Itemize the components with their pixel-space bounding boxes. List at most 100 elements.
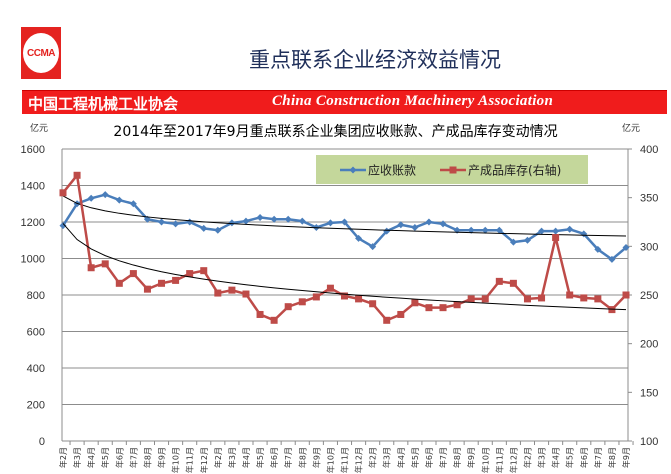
data-point xyxy=(115,196,123,204)
data-point xyxy=(580,294,588,302)
x-tick-label: 年11月 xyxy=(340,447,350,473)
x-tick-label: 年7月 xyxy=(438,447,448,468)
data-point xyxy=(411,299,419,307)
x-tick-label: 年5月 xyxy=(410,447,420,468)
x-tick-label: 年4月 xyxy=(86,447,96,468)
x-tick-label: 年4月 xyxy=(396,447,406,468)
x-tick-label: 年3月 xyxy=(537,447,547,468)
data-point xyxy=(481,295,489,303)
y-tick-label: 600 xyxy=(27,327,45,339)
x-tick-label: 年10月 xyxy=(325,447,335,473)
data-point xyxy=(312,293,320,301)
data-point xyxy=(566,225,574,233)
trendline-2 xyxy=(62,223,627,311)
y2-tick-label: 300 xyxy=(640,241,658,253)
data-point xyxy=(214,289,222,297)
y-tick-label: 1600 xyxy=(21,144,45,156)
x-tick-label: 年4月 xyxy=(241,447,251,468)
data-point xyxy=(298,217,306,225)
x-tick-label: 年2月 xyxy=(58,447,68,468)
x-tick-label: 年3月 xyxy=(72,447,82,468)
x-tick-label: 年8月 xyxy=(452,447,462,468)
data-point xyxy=(538,294,546,302)
data-point xyxy=(172,276,180,284)
data-point xyxy=(341,218,348,226)
x-tick-label: 年10月 xyxy=(171,447,181,473)
data-point xyxy=(242,217,250,225)
x-tick-label: 年9月 xyxy=(311,447,321,468)
y2-tick-label: 400 xyxy=(640,144,658,156)
data-point xyxy=(284,303,292,311)
data-point xyxy=(425,304,433,312)
banner-cn: 中国工程机械工业协会 xyxy=(28,95,179,113)
data-point xyxy=(509,279,517,287)
data-point xyxy=(622,291,630,299)
x-tick-label: 年3月 xyxy=(227,447,237,468)
data-point xyxy=(467,295,475,303)
y-tick-label: 1000 xyxy=(21,254,45,266)
y2-tick-label: 350 xyxy=(640,193,658,205)
data-point xyxy=(341,292,348,300)
data-point xyxy=(326,219,334,227)
x-tick-label: 年6月 xyxy=(269,447,279,468)
x-tick-label: 年9月 xyxy=(157,447,167,468)
x-tick-label: 年6月 xyxy=(579,447,589,468)
data-point xyxy=(186,270,194,278)
banner: 中国工程机械工业协会 China Construction Machinery … xyxy=(22,90,667,114)
data-point xyxy=(566,291,574,299)
y2-tick-label: 200 xyxy=(640,339,658,351)
data-point xyxy=(129,270,137,278)
data-point xyxy=(481,226,489,234)
data-point xyxy=(270,215,278,223)
data-point xyxy=(608,306,616,314)
data-point xyxy=(158,218,166,226)
logo-text: CCMA xyxy=(27,47,56,59)
x-tick-label: 年5月 xyxy=(565,447,575,468)
data-point xyxy=(87,264,95,272)
page-title: 重点联系企业经济效益情况 xyxy=(249,48,501,72)
y-tick-label: 400 xyxy=(27,363,45,375)
data-point xyxy=(397,221,405,229)
legend-marker xyxy=(349,166,357,174)
x-tick-label: 年11月 xyxy=(185,447,195,473)
data-point xyxy=(73,171,81,179)
x-tick-label: 年12月 xyxy=(508,447,518,473)
data-point xyxy=(256,310,264,318)
y2-axis-unit: 亿元 xyxy=(622,124,641,134)
x-tick-label: 年4月 xyxy=(551,447,561,468)
x-tick-label: 年8月 xyxy=(297,447,307,468)
y-tick-label: 1400 xyxy=(21,181,45,193)
data-point xyxy=(369,243,377,251)
data-point xyxy=(298,298,306,306)
data-point xyxy=(200,224,208,232)
x-tick-label: 年2月 xyxy=(522,447,532,468)
x-tick-label: 年2月 xyxy=(213,447,223,468)
data-point xyxy=(59,189,67,197)
data-point xyxy=(552,227,560,235)
data-point xyxy=(523,236,531,244)
data-point xyxy=(369,300,377,308)
y2-tick-label: 100 xyxy=(640,436,658,448)
data-point xyxy=(622,244,630,252)
y-axis-unit: 亿元 xyxy=(30,124,49,134)
x-tick-label: 年9月 xyxy=(466,447,476,468)
data-point xyxy=(594,295,602,303)
data-point xyxy=(284,215,292,223)
data-point xyxy=(172,220,180,228)
data-point xyxy=(552,234,560,242)
data-point xyxy=(495,226,503,234)
data-point xyxy=(439,220,447,228)
data-point xyxy=(453,301,461,309)
y-tick-label: 1200 xyxy=(21,217,45,229)
data-point xyxy=(411,223,419,231)
y-tick-label: 800 xyxy=(27,290,45,302)
data-point xyxy=(355,234,363,242)
legend-label: 产成品库存(右轴) xyxy=(468,163,561,178)
data-point xyxy=(383,316,391,324)
x-tick-label: 年3月 xyxy=(382,447,392,468)
x-tick-label: 年6月 xyxy=(114,447,124,468)
x-tick-label: 年5月 xyxy=(255,447,265,468)
data-point xyxy=(523,295,531,303)
data-point xyxy=(270,316,278,324)
x-tick-label: 年9月 xyxy=(621,447,631,468)
